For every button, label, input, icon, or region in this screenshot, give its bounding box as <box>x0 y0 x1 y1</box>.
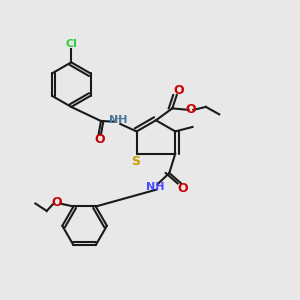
Text: NH: NH <box>109 115 127 124</box>
Text: H: H <box>114 115 122 124</box>
Text: NH: NH <box>146 182 164 192</box>
Text: S: S <box>131 154 140 168</box>
Text: O: O <box>94 133 105 146</box>
Text: O: O <box>173 84 184 97</box>
Text: O: O <box>51 196 62 208</box>
Text: O: O <box>186 103 196 116</box>
Text: Cl: Cl <box>65 39 77 49</box>
Text: O: O <box>177 182 188 195</box>
